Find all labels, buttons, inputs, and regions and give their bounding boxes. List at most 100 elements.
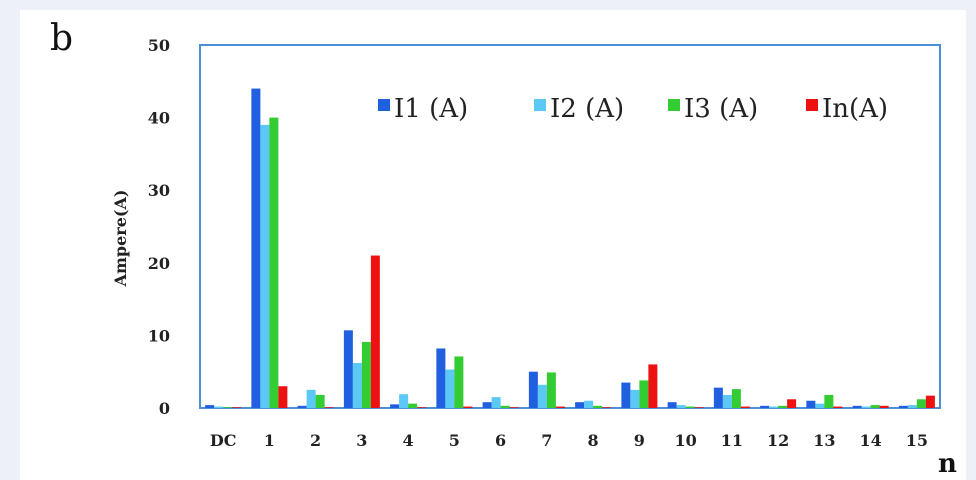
bar-2-15 bbox=[907, 405, 917, 408]
bar-3-4 bbox=[408, 403, 418, 408]
bar-2-DC bbox=[214, 406, 224, 408]
bar-3-1 bbox=[269, 117, 279, 408]
legend-swatch bbox=[668, 99, 680, 111]
x-tick-label: 2 bbox=[310, 431, 321, 450]
y-tick-label: 40 bbox=[148, 109, 170, 128]
bar-1-9 bbox=[621, 382, 631, 408]
bar-2-14 bbox=[861, 406, 871, 408]
x-tick-label: 3 bbox=[356, 431, 367, 450]
x-tick-label: 12 bbox=[767, 431, 789, 450]
x-tick-label: 14 bbox=[859, 431, 881, 450]
bar-4-8 bbox=[602, 407, 612, 408]
x-tick-label: 1 bbox=[264, 431, 275, 450]
bar-3-12 bbox=[778, 405, 788, 408]
y-tick-label: 30 bbox=[148, 181, 170, 200]
bar-4-5 bbox=[463, 406, 473, 408]
bar-1-12 bbox=[760, 405, 770, 408]
bar-4-13 bbox=[833, 406, 843, 408]
bar-3-15 bbox=[916, 399, 926, 408]
x-tick-label: 13 bbox=[813, 431, 835, 450]
legend-label: I1 (A) bbox=[394, 94, 468, 124]
x-tick-label: 7 bbox=[541, 431, 552, 450]
bar-2-3 bbox=[352, 362, 362, 408]
x-tick-label: 6 bbox=[495, 431, 506, 450]
bar-4-7 bbox=[555, 406, 565, 408]
bar-3-13 bbox=[824, 394, 834, 408]
bar-3-5 bbox=[454, 356, 464, 408]
bar-3-14 bbox=[870, 405, 880, 408]
bar-1-DC bbox=[205, 405, 215, 408]
x-tick-label: 15 bbox=[906, 431, 928, 450]
bar-4-4 bbox=[417, 407, 427, 408]
bar-1-15 bbox=[898, 405, 908, 408]
legend-label: In(A) bbox=[822, 94, 888, 124]
bar-1-6 bbox=[482, 402, 492, 408]
bar-3-10 bbox=[685, 406, 695, 408]
bar-1-11 bbox=[713, 387, 723, 408]
bar-3-2 bbox=[315, 394, 325, 408]
bar-1-13 bbox=[806, 400, 816, 408]
panel-label: b bbox=[50, 18, 73, 59]
y-tick-label: 50 bbox=[148, 36, 170, 55]
legend-label: I3 (A) bbox=[684, 94, 758, 124]
legend: I1 (A) I2 (A) I3 (A) In(A) bbox=[378, 94, 888, 124]
y-tick-label: 0 bbox=[159, 399, 170, 418]
bar-1-4 bbox=[390, 404, 400, 408]
bar-1-2 bbox=[297, 405, 307, 408]
bar-1-14 bbox=[852, 405, 862, 408]
bar-2-8 bbox=[584, 400, 594, 408]
x-tick-label: 10 bbox=[674, 431, 696, 450]
bar-2-12 bbox=[769, 406, 779, 408]
x-tick-label: 5 bbox=[449, 431, 460, 450]
bar-3-DC bbox=[223, 407, 233, 408]
bar-2-2 bbox=[306, 389, 316, 408]
legend-swatch bbox=[378, 99, 390, 111]
bar-4-3 bbox=[370, 255, 380, 408]
bar-4-11 bbox=[740, 406, 750, 408]
bar-4-1 bbox=[278, 386, 288, 408]
bar-2-13 bbox=[815, 403, 825, 408]
bar-4-10 bbox=[694, 407, 704, 408]
x-tick-label: 4 bbox=[403, 431, 414, 450]
bar-3-11 bbox=[731, 389, 741, 408]
bar-4-15 bbox=[925, 395, 935, 408]
bar-4-6 bbox=[509, 407, 519, 408]
bar-4-12 bbox=[787, 399, 797, 408]
bar-2-7 bbox=[537, 384, 547, 408]
y-tick-label: 20 bbox=[148, 254, 170, 273]
bar-3-8 bbox=[593, 405, 603, 408]
bar-2-4 bbox=[399, 394, 409, 408]
bar-3-9 bbox=[639, 380, 649, 408]
x-tick-label: 8 bbox=[588, 431, 599, 450]
bar-1-3 bbox=[343, 330, 353, 408]
bar-2-5 bbox=[445, 369, 455, 408]
legend-swatch bbox=[534, 99, 546, 111]
bar-2-9 bbox=[630, 389, 640, 408]
bar-1-5 bbox=[436, 348, 446, 408]
bar-2-6 bbox=[491, 397, 501, 408]
bar-1-1 bbox=[251, 88, 261, 408]
legend-label: I2 (A) bbox=[550, 94, 624, 124]
x-tick-label: 9 bbox=[634, 431, 645, 450]
bars bbox=[205, 88, 935, 409]
bar-4-DC bbox=[232, 407, 242, 408]
bar-1-7 bbox=[528, 371, 538, 408]
bar-4-14 bbox=[879, 405, 889, 408]
x-axis-label: n bbox=[938, 449, 957, 479]
bar-3-3 bbox=[361, 341, 371, 408]
bar-4-9 bbox=[648, 364, 658, 408]
plot-area-border bbox=[199, 44, 941, 409]
bar-1-8 bbox=[575, 402, 585, 408]
bar-1-10 bbox=[667, 402, 677, 408]
bar-4-2 bbox=[324, 407, 334, 408]
bar-2-11 bbox=[722, 394, 732, 408]
legend-swatch bbox=[806, 99, 818, 111]
y-axis-label: Ampere(A) bbox=[111, 190, 130, 288]
bar-3-6 bbox=[500, 405, 510, 408]
bar-2-10 bbox=[676, 405, 686, 408]
x-tick-label: DC bbox=[210, 431, 237, 450]
bar-2-1 bbox=[260, 124, 270, 409]
y-tick-label: 10 bbox=[148, 326, 170, 345]
